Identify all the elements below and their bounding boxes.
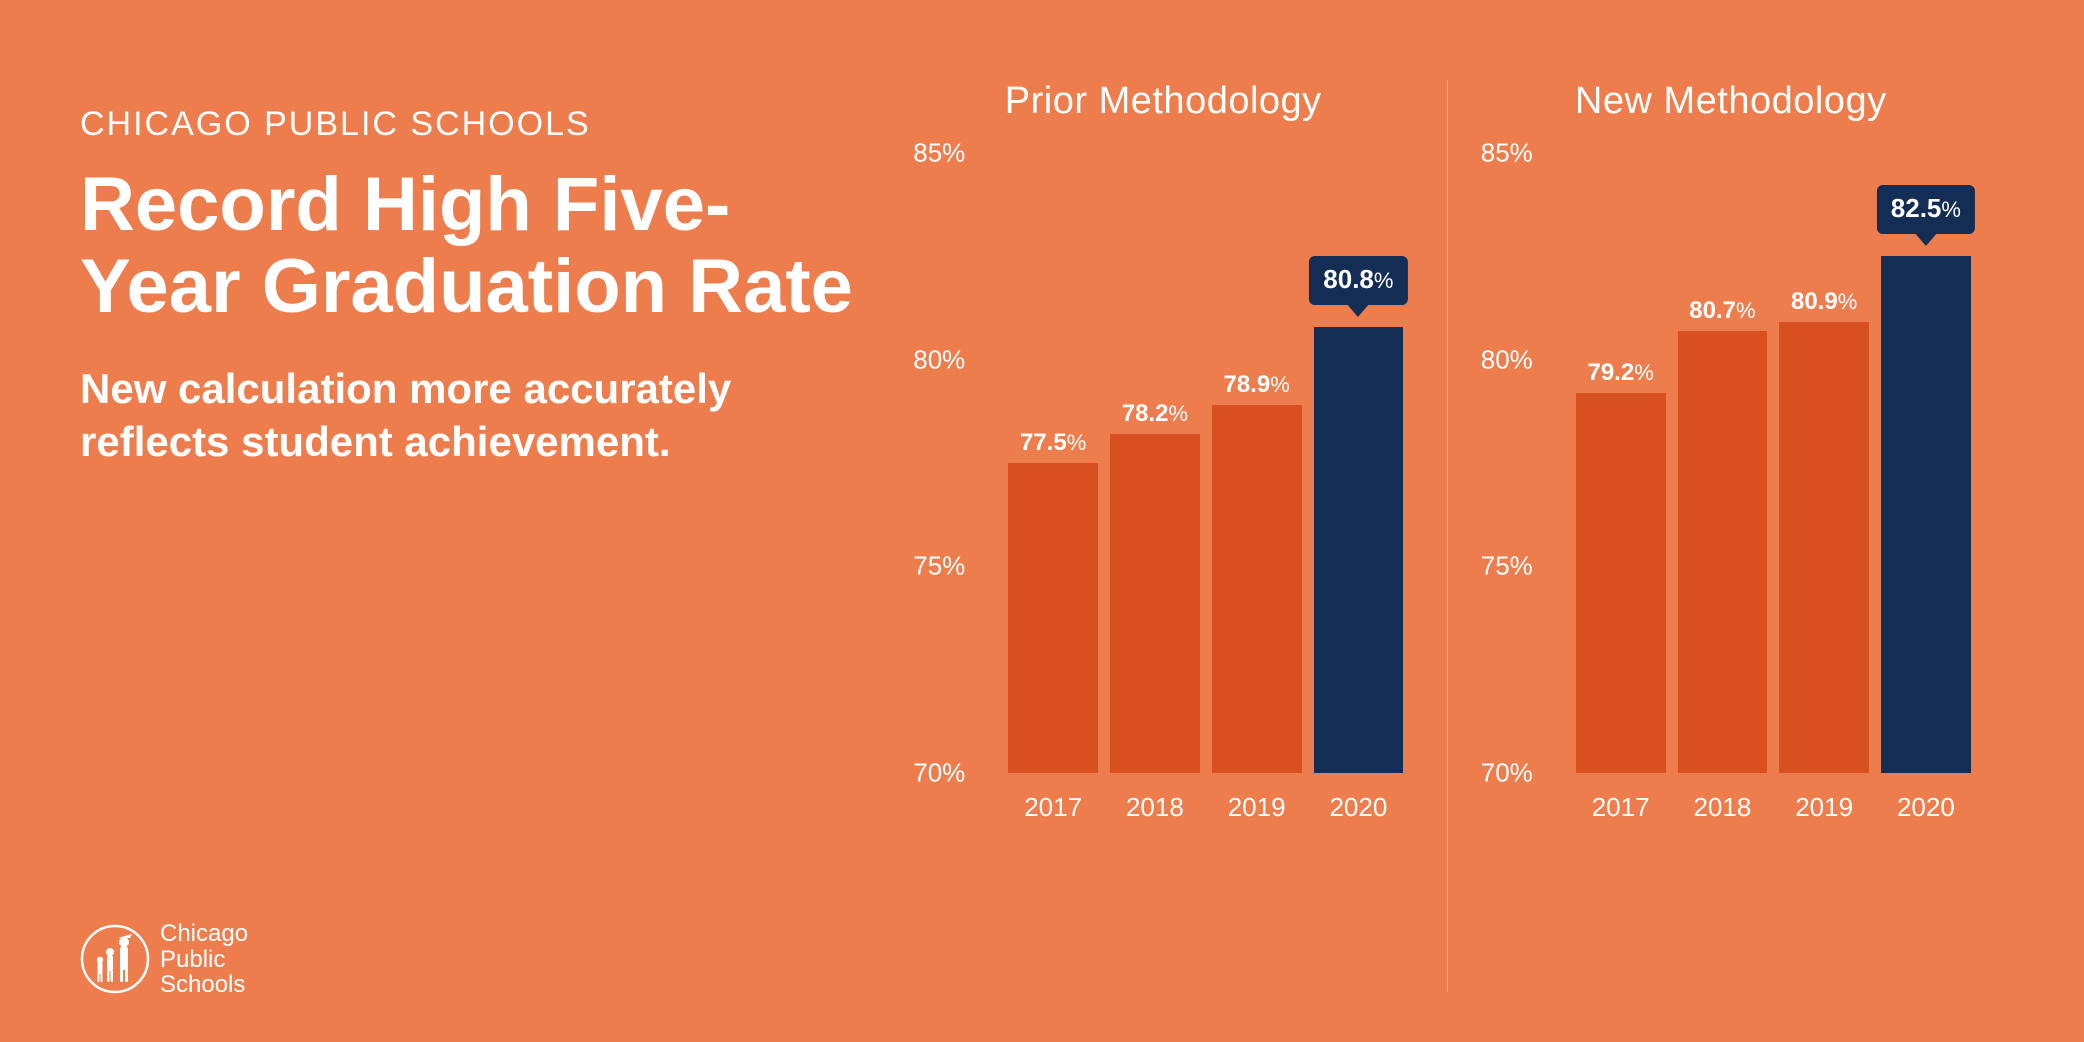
y-tick: 85% [913, 138, 965, 169]
bar-slot: 82.5% [1881, 153, 1971, 773]
cps-logo: ChicagoPublicSchools [80, 921, 248, 997]
bar-slot: 80.9% [1779, 153, 1869, 773]
bar [1110, 434, 1200, 773]
value-badge: 82.5% [1877, 185, 1975, 234]
bar [1779, 322, 1869, 773]
chart-plot: 85%80%75%70%79.2%80.7%80.9%82.5%20172018… [1481, 153, 1981, 853]
bar-slot: 80.8% [1314, 153, 1404, 773]
value-badge: 80.8% [1309, 256, 1407, 305]
x-tick: 2019 [1779, 792, 1869, 823]
bar-value-label: 78.2% [1122, 400, 1188, 428]
infographic-canvas: CHICAGO PUBLIC SCHOOLS Record High Five-… [0, 0, 2084, 1042]
pretitle: CHICAGO PUBLIC SCHOOLS [80, 105, 880, 144]
y-axis: 85%80%75%70% [913, 153, 993, 773]
chart-title: Prior Methodology [1005, 80, 1322, 123]
x-tick: 2018 [1678, 792, 1768, 823]
x-tick: 2020 [1314, 792, 1404, 823]
charts-container: Prior Methodology85%80%75%70%77.5%78.2%7… [880, 80, 2014, 992]
bar [1678, 331, 1768, 773]
y-tick: 70% [1481, 758, 1533, 789]
bar-slot: 78.9% [1212, 153, 1302, 773]
bar-value-label: 80.9% [1791, 288, 1857, 316]
y-tick: 80% [1481, 344, 1533, 375]
y-tick: 75% [1481, 551, 1533, 582]
chart-panel: Prior Methodology85%80%75%70%77.5%78.2%7… [880, 80, 1447, 992]
x-tick: 2017 [1008, 792, 1098, 823]
subtitle: New calculation more accurately reflects… [80, 363, 880, 468]
main-title: Record High Five-Year Graduation Rate [80, 164, 880, 328]
y-tick: 80% [913, 344, 965, 375]
cps-logo-icon [80, 924, 150, 994]
y-axis: 85%80%75%70% [1481, 153, 1561, 773]
x-tick: 2019 [1212, 792, 1302, 823]
x-axis: 2017 2018 2019 2020 [1576, 792, 1971, 823]
bar [1576, 393, 1666, 773]
bar-slot: 79.2% [1576, 153, 1666, 773]
heading-block: CHICAGO PUBLIC SCHOOLS Record High Five-… [80, 80, 880, 992]
x-axis: 2017 2018 2019 2020 [1008, 792, 1403, 823]
bar [1314, 327, 1404, 773]
x-tick: 2020 [1881, 792, 1971, 823]
cps-logo-text: ChicagoPublicSchools [160, 921, 248, 997]
bar [1212, 405, 1302, 773]
bar-value-label: 77.5% [1020, 429, 1086, 457]
bars-area: 77.5% 78.2% 78.9% 80.8% [1008, 153, 1403, 773]
bar [1008, 463, 1098, 773]
chart-panel: New Methodology 85% 80% 75% 70% 79.2% 80.7% 80.… [1447, 80, 2015, 992]
x-tick: 2018 [1110, 792, 1200, 823]
y-tick: 85% [1481, 138, 1533, 169]
bars-area: 79.2% 80.7% 80.9% 82.5% [1576, 153, 1971, 773]
chart-plot: 85%80%75%70%77.5%78.2%78.9%80.8%20172018… [913, 153, 1413, 853]
bar-value-label: 79.2% [1587, 359, 1653, 387]
bar-slot: 78.2% [1110, 153, 1200, 773]
bar-value-label: 80.7% [1689, 297, 1755, 325]
bar-slot: 77.5% [1008, 153, 1098, 773]
bar [1881, 256, 1971, 773]
bar-value-label: 78.9% [1223, 371, 1289, 399]
y-tick: 70% [913, 758, 965, 789]
x-tick: 2017 [1576, 792, 1666, 823]
chart-title: New Methodology [1575, 80, 1887, 123]
y-tick: 75% [913, 551, 965, 582]
bar-slot: 80.7% [1678, 153, 1768, 773]
